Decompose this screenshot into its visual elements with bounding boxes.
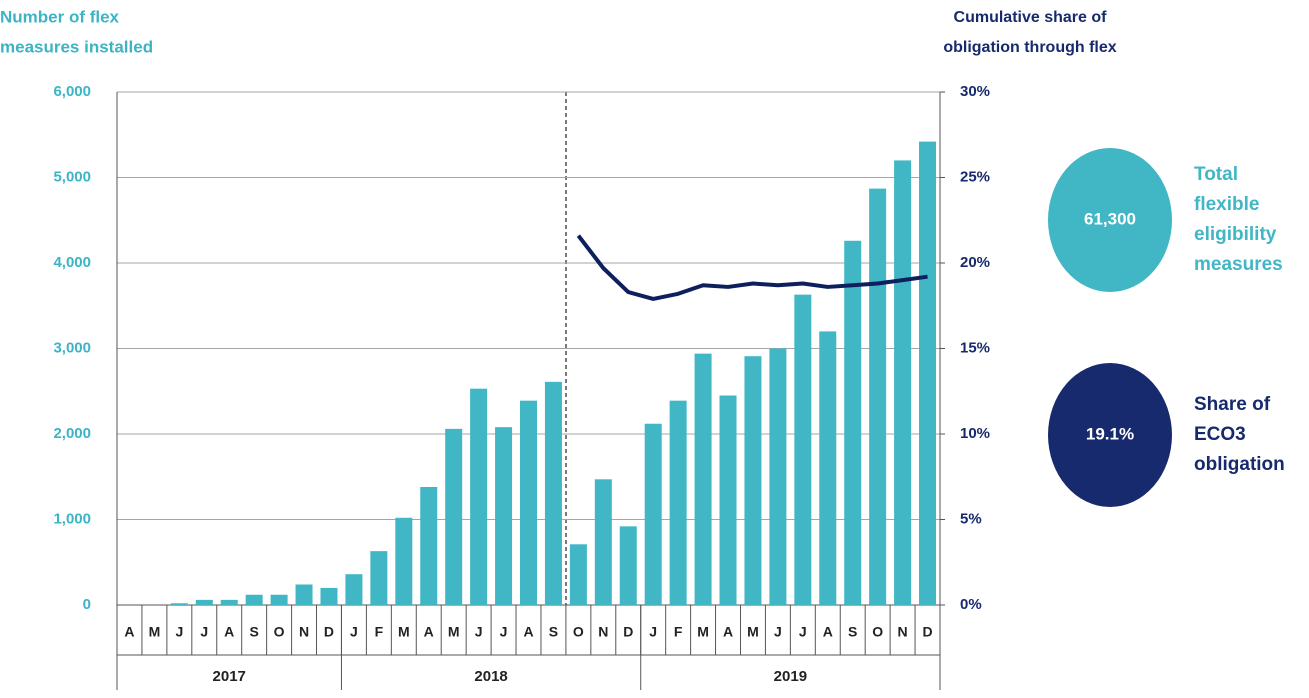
callout-text: measures <box>1194 254 1283 275</box>
callout-circle <box>1048 363 1172 507</box>
bar <box>195 599 213 605</box>
x-tick-label: M <box>398 624 410 640</box>
x-tick-label: J <box>500 624 508 640</box>
x-tick-label: A <box>224 624 234 640</box>
bar <box>594 479 612 605</box>
bar <box>245 594 263 605</box>
bar <box>794 294 812 605</box>
callout-text: Total <box>1194 164 1238 185</box>
x-tick-label: J <box>475 624 483 640</box>
bar <box>619 526 637 605</box>
bar <box>894 160 912 605</box>
callout-text: Share of <box>1194 394 1271 415</box>
bar <box>170 603 188 605</box>
bar <box>445 428 463 605</box>
x-tick-label: O <box>274 624 285 640</box>
bar <box>669 400 687 605</box>
x-tick-label: N <box>898 624 908 640</box>
line <box>576 234 928 301</box>
bar <box>520 400 537 605</box>
y2-tick-label: 5% <box>960 510 982 527</box>
bar <box>644 423 662 605</box>
bar <box>719 395 737 605</box>
x-tick-label: O <box>573 624 584 640</box>
callout-value: 61,300 <box>1084 209 1136 228</box>
callout-value: 19.1% <box>1086 424 1134 443</box>
bar <box>569 544 587 605</box>
x-tick-label: S <box>848 624 857 640</box>
y-tick-label: 0 <box>83 596 91 613</box>
x-tick-label: S <box>549 624 558 640</box>
x-tick-label: J <box>774 624 782 640</box>
y-axis-title: Number of flex <box>0 7 120 26</box>
bar <box>744 356 762 605</box>
y-tick-label: 5,000 <box>53 168 91 185</box>
bar <box>470 388 488 605</box>
bar <box>345 574 363 605</box>
y2-tick-label: 25% <box>960 168 990 185</box>
y-tick-label: 6,000 <box>53 83 91 100</box>
x-tick-label: N <box>299 624 309 640</box>
x-tick-label: A <box>723 624 733 640</box>
y2-axis-title: Cumulative share of <box>954 9 1108 26</box>
x-tick-label: M <box>448 624 460 640</box>
x-tick-label: A <box>124 624 134 640</box>
x-tick-label: S <box>249 624 258 640</box>
x-tick-label: J <box>200 624 208 640</box>
bar <box>320 587 338 605</box>
x-tick-label: A <box>823 624 833 640</box>
y2-tick-label: 30% <box>960 83 990 100</box>
y-tick-label: 2,000 <box>53 425 91 442</box>
x-tick-label: M <box>697 624 709 640</box>
x-tick-label: M <box>747 624 759 640</box>
bar <box>270 594 288 605</box>
x-tick-label: F <box>375 624 384 640</box>
x-tick-label: F <box>674 624 683 640</box>
y-tick-label: 1,000 <box>53 510 91 527</box>
x-tick-label: A <box>523 624 533 640</box>
y-axis-title: measures installed <box>0 37 153 56</box>
x-tick-label: J <box>799 624 807 640</box>
group-label: 2019 <box>774 668 807 685</box>
bar <box>495 427 513 605</box>
callout-text: eligibility <box>1194 224 1277 245</box>
bar <box>370 551 388 605</box>
bar <box>544 381 562 605</box>
x-tick-label: O <box>872 624 883 640</box>
y2-tick-label: 20% <box>960 254 990 271</box>
bar <box>769 348 787 605</box>
bar <box>295 584 313 605</box>
callout-text: ECO3 <box>1194 424 1246 445</box>
x-tick-label: D <box>623 624 633 640</box>
callout-text: flexible <box>1194 194 1259 215</box>
bar <box>869 188 887 606</box>
bar <box>395 517 413 605</box>
group-label: 2017 <box>213 668 246 685</box>
bar <box>819 331 837 605</box>
y2-tick-label: 10% <box>960 425 990 442</box>
x-tick-label: D <box>922 624 932 640</box>
y2-tick-label: 15% <box>960 339 990 356</box>
bar <box>844 240 862 605</box>
x-tick-label: M <box>149 624 161 640</box>
callout-text: obligation <box>1194 454 1285 475</box>
bar <box>919 141 937 605</box>
x-tick-label: D <box>324 624 334 640</box>
group-label: 2018 <box>474 668 507 685</box>
y2-tick-label: 0% <box>960 596 982 613</box>
x-tick-label: J <box>649 624 657 640</box>
y2-axis-title: obligation through flex <box>943 39 1116 56</box>
x-tick-label: J <box>350 624 358 640</box>
x-tick-label: N <box>598 624 608 640</box>
y-tick-label: 3,000 <box>53 339 91 356</box>
x-tick-label: J <box>175 624 183 640</box>
callout-circle <box>1048 148 1172 292</box>
y-tick-label: 4,000 <box>53 254 91 271</box>
x-tick-label: A <box>424 624 434 640</box>
bar <box>220 599 238 605</box>
bar <box>694 353 712 605</box>
bar <box>420 487 438 605</box>
